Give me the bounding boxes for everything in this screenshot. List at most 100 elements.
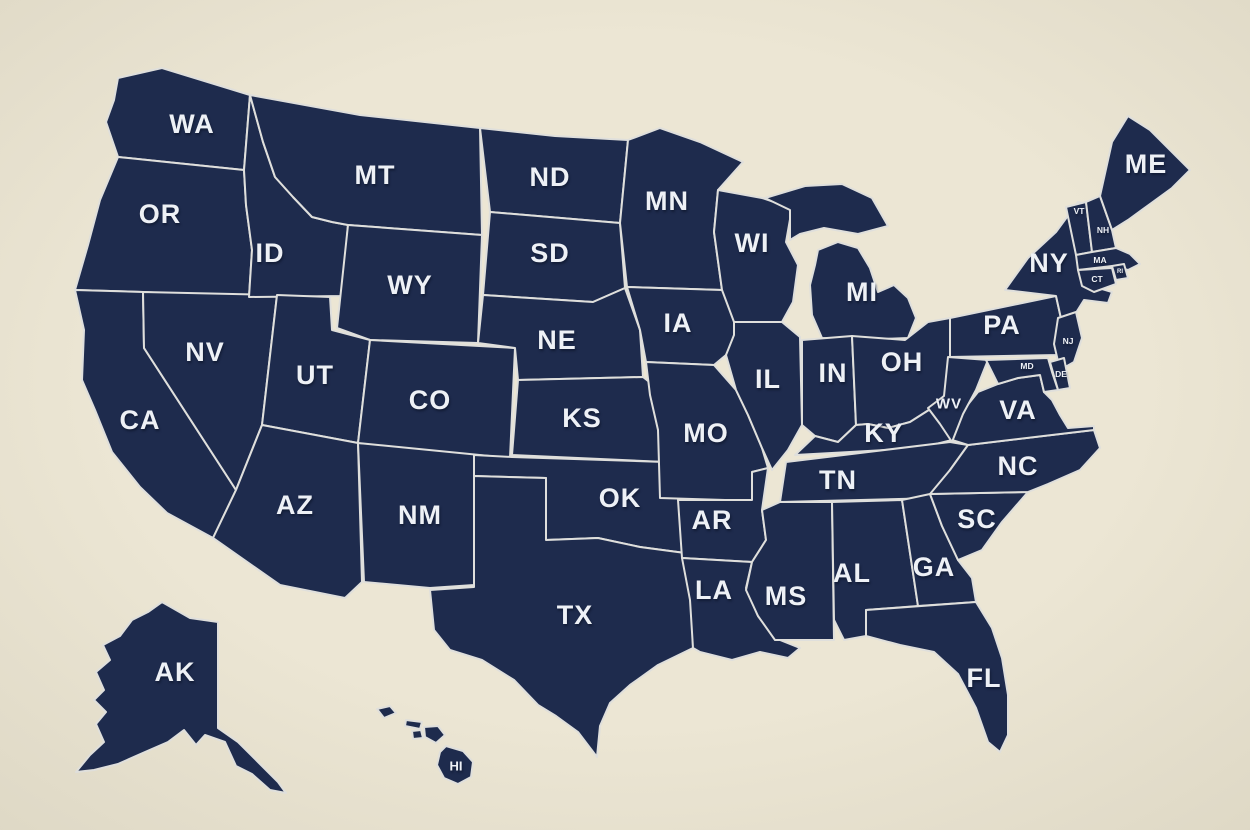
state-label-md: MD xyxy=(1020,361,1033,371)
state-label-ca: CA xyxy=(120,405,161,435)
state-label-ga: GA xyxy=(913,552,956,582)
state-label-ut: UT xyxy=(296,360,334,390)
state-label-hi: HI xyxy=(450,759,463,774)
state-label-ak: AK xyxy=(155,657,196,687)
state-ks: KS xyxy=(511,376,668,463)
state-label-wv: WV xyxy=(936,396,962,413)
state-shape-ct xyxy=(1077,267,1117,293)
state-label-mi: MI xyxy=(846,277,878,307)
state-label-il: IL xyxy=(755,364,781,394)
state-label-or: OR xyxy=(139,199,182,229)
state-label-ri: RI xyxy=(1117,269,1123,275)
state-label-ne: NE xyxy=(537,325,577,355)
state-label-ms: MS xyxy=(765,581,808,611)
state-label-ma: MA xyxy=(1093,255,1106,265)
state-wv: WV xyxy=(927,356,989,443)
state-label-tn: TN xyxy=(819,465,857,495)
state-label-mn: MN xyxy=(645,186,689,216)
state-fl: FL xyxy=(865,601,1009,753)
state-label-nv: NV xyxy=(185,337,225,367)
state-label-wa: WA xyxy=(169,109,215,139)
state-shape-wy xyxy=(336,224,483,344)
state-label-me: ME xyxy=(1125,149,1168,179)
state-shape-nh xyxy=(1085,195,1117,253)
state-label-vt: VT xyxy=(1074,206,1086,216)
state-label-id: ID xyxy=(256,238,285,268)
state-in: IN xyxy=(801,335,857,443)
state-label-ks: KS xyxy=(562,403,602,433)
state-nv: NV xyxy=(142,291,278,491)
state-md: MD xyxy=(985,357,1059,393)
state-label-ar: AR xyxy=(692,505,733,535)
state-label-al: AL xyxy=(833,558,871,588)
state-label-va: VA xyxy=(999,395,1037,425)
state-label-mo: MO xyxy=(683,418,729,448)
state-label-la: LA xyxy=(695,575,733,605)
state-label-wy: WY xyxy=(387,270,433,300)
state-shape-fl xyxy=(865,601,1009,753)
state-shape-md xyxy=(985,357,1059,393)
state-ia: IA xyxy=(626,286,737,366)
state-nc: NC xyxy=(929,429,1101,495)
state-label-ct: CT xyxy=(1091,274,1103,284)
state-shape-hi-island-big xyxy=(436,745,474,785)
state-il: IL xyxy=(725,321,803,471)
state-label-pa: PA xyxy=(983,310,1021,340)
state-label-oh: OH xyxy=(881,347,924,377)
state-ri: RI xyxy=(1111,263,1129,281)
state-label-ny: NY xyxy=(1029,248,1069,278)
state-shape-nj xyxy=(1053,311,1083,371)
state-pa: PA xyxy=(949,295,1065,358)
state-shape-me xyxy=(1099,115,1191,231)
state-label-nm: NM xyxy=(398,500,442,530)
state-tx: TX xyxy=(429,475,694,758)
state-wi: WI xyxy=(713,189,799,323)
state-label-nj: NJ xyxy=(1063,336,1074,346)
state-or: OR xyxy=(74,156,253,298)
state-nd: ND xyxy=(479,127,629,224)
state-label-ok: OK xyxy=(599,483,642,513)
state-hi: HI xyxy=(376,705,474,785)
state-mi: MI xyxy=(764,183,917,341)
state-shape-hi-island-3 xyxy=(411,729,424,740)
state-label-co: CO xyxy=(409,385,452,415)
state-label-ia: IA xyxy=(664,308,693,338)
state-label-de: DE xyxy=(1055,369,1067,379)
state-shape-hi-island-2 xyxy=(404,719,423,730)
state-shape-tx xyxy=(429,475,694,758)
state-shape-ri xyxy=(1111,263,1129,281)
state-tn: TN xyxy=(779,441,969,503)
state-shape-il xyxy=(725,321,803,471)
state-label-nd: ND xyxy=(530,162,571,192)
states-layer: WA OR CA NV ID MT WY UT xyxy=(74,67,1191,794)
state-az: AZ xyxy=(212,424,363,599)
state-label-in: IN xyxy=(819,358,848,388)
state-co: CO xyxy=(357,339,516,459)
state-label-az: AZ xyxy=(276,490,314,520)
state-ak: AK xyxy=(75,601,287,794)
state-label-tx: TX xyxy=(557,600,594,630)
state-wy: WY xyxy=(336,224,483,344)
state-label-wi: WI xyxy=(735,228,770,258)
state-nh: NH xyxy=(1085,195,1117,253)
state-label-ky: KY xyxy=(864,418,904,448)
state-shape-mi-upper-peninsula xyxy=(764,183,889,241)
state-shape-wv xyxy=(927,356,989,443)
state-shape-hi-island-1 xyxy=(376,705,397,719)
state-nj: NJ xyxy=(1053,311,1083,371)
state-nm: NM xyxy=(357,442,475,589)
state-sc: SC xyxy=(929,491,1029,561)
state-label-fl: FL xyxy=(967,663,1002,693)
state-sd: SD xyxy=(482,211,626,303)
state-wa: WA xyxy=(105,67,251,171)
state-va: VA xyxy=(951,374,1095,446)
state-label-mt: MT xyxy=(355,160,396,190)
state-shape-ak xyxy=(75,601,287,794)
state-me: ME xyxy=(1099,115,1191,231)
state-shape-mt xyxy=(249,94,483,236)
state-shape-in xyxy=(801,335,857,443)
state-shape-hi-island-4 xyxy=(423,725,446,744)
state-label-sd: SD xyxy=(530,238,570,268)
